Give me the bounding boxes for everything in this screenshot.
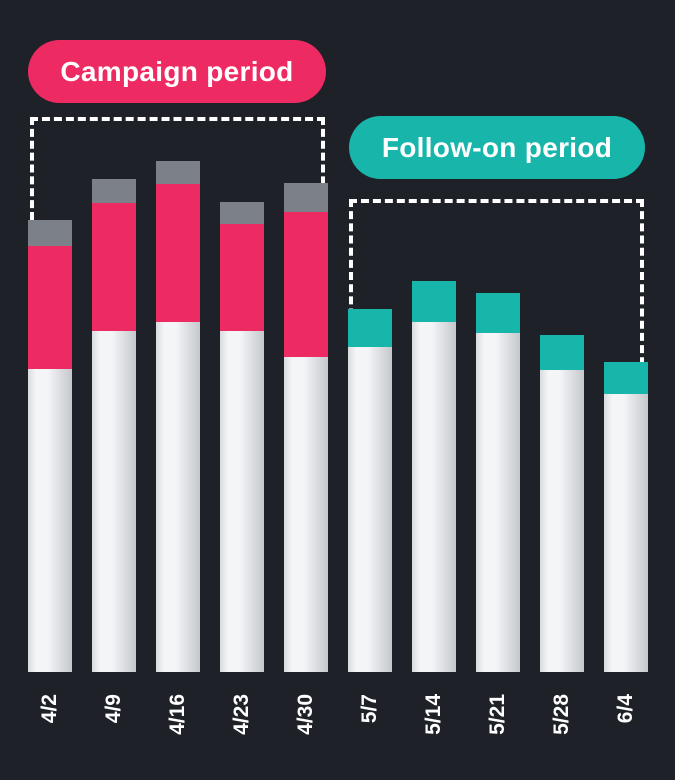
x-axis-label-4/16: 4/16: [166, 694, 189, 735]
campaign-period-pill: Campaign period: [28, 40, 326, 103]
bar-5/7: [348, 309, 392, 672]
x-axis-label-5/28: 5/28: [550, 694, 573, 735]
x-axis-label-4/9: 4/9: [102, 694, 125, 724]
bar-5/28-segment-baseline: [540, 370, 584, 672]
bar-5/28: [540, 335, 584, 672]
x-axis-label-5/7: 5/7: [358, 694, 381, 724]
bar-4/2-segment-campaign-cap: [28, 220, 72, 246]
bar-4/16-segment-campaign-cap: [156, 161, 200, 184]
follow-on-period-pill: Follow-on period: [349, 116, 645, 179]
bar-4/2-segment-baseline: [28, 369, 72, 672]
bar-4/9-segment-baseline: [92, 331, 136, 672]
bar-4/16-segment-baseline: [156, 322, 200, 672]
bar-4/23-segment-campaign-lift: [220, 224, 264, 331]
bar-6/4-segment-baseline: [604, 394, 648, 672]
bar-4/30-segment-campaign-lift: [284, 212, 328, 357]
bar-6/4-segment-follow-on-lift: [604, 362, 648, 394]
x-axis-label-6/4: 6/4: [614, 694, 637, 724]
bar-4/9-segment-campaign-lift: [92, 203, 136, 331]
bar-4/30-segment-baseline: [284, 357, 328, 672]
bar-5/14: [412, 281, 456, 672]
bar-4/23-segment-campaign-cap: [220, 202, 264, 224]
bar-5/7-segment-baseline: [348, 347, 392, 672]
bar-4/30: [284, 183, 328, 672]
bar-4/2-segment-campaign-lift: [28, 246, 72, 369]
x-axis-label-5/21: 5/21: [486, 694, 509, 735]
campaign-period-pill-label: Campaign period: [60, 55, 294, 87]
x-axis-label-4/30: 4/30: [294, 694, 317, 735]
bar-6/4: [604, 362, 648, 672]
bar-5/7-segment-follow-on-lift: [348, 309, 392, 347]
x-axis-label-5/14: 5/14: [422, 694, 445, 735]
follow-on-period-pill-label: Follow-on period: [381, 131, 613, 163]
bar-5/28-segment-follow-on-lift: [540, 335, 584, 370]
x-axis-label-4/2: 4/2: [38, 694, 61, 724]
x-axis-label-4/23: 4/23: [230, 694, 253, 735]
bar-4/23: [220, 202, 264, 672]
bar-5/21: [476, 293, 520, 672]
bar-4/16: [156, 161, 200, 672]
bar-5/14-segment-follow-on-lift: [412, 281, 456, 322]
bar-5/21-segment-baseline: [476, 333, 520, 672]
bar-4/30-segment-campaign-cap: [284, 183, 328, 212]
bar-4/16-segment-campaign-lift: [156, 184, 200, 322]
bar-5/21-segment-follow-on-lift: [476, 293, 520, 333]
bar-5/14-segment-baseline: [412, 322, 456, 672]
bar-4/9: [92, 179, 136, 672]
bar-4/2: [28, 220, 72, 672]
bar-4/23-segment-baseline: [220, 331, 264, 672]
bar-4/9-segment-campaign-cap: [92, 179, 136, 203]
